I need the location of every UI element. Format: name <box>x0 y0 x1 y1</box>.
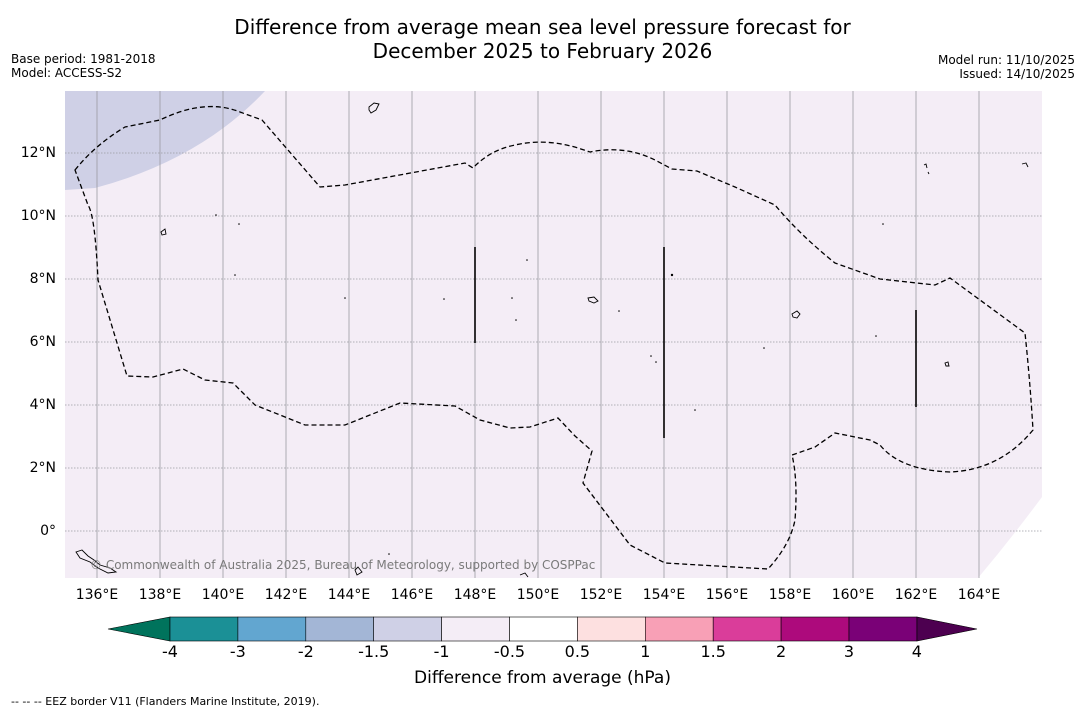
colorbar-segment <box>237 616 307 642</box>
colorbar-segment <box>780 616 850 642</box>
shaded-region-northwest <box>65 91 265 190</box>
island-dot <box>388 553 390 555</box>
island-dot <box>875 335 877 337</box>
lon-label: 142°E <box>264 587 308 603</box>
eez-footnote: -- -- -- EEZ border V11 (Flanders Marine… <box>11 695 320 708</box>
colorbar-tick-label: 2 <box>776 642 787 661</box>
chart-title-line2: December 2025 to February 2026 <box>372 39 713 63</box>
lon-label: 138°E <box>138 587 182 603</box>
colorbar-segment <box>373 616 442 642</box>
lon-label: 148°E <box>453 587 497 603</box>
colorbar-tick-label: 0.5 <box>564 642 591 661</box>
model-run-text: Model run: 11/10/2025 <box>937 53 1075 67</box>
island-chuuk <box>587 296 599 304</box>
colorbar-over-arrow <box>916 616 978 642</box>
island-dot <box>882 223 884 225</box>
lat-label: 6°N <box>29 334 56 350</box>
eez-border <box>74 105 1034 570</box>
island-hermit <box>354 566 363 576</box>
colorbar-label: Difference from average (hPa) <box>414 668 671 688</box>
colorbar-segment <box>848 616 918 642</box>
lat-label: 12°N <box>20 145 56 161</box>
white-region-southeast <box>978 497 1042 578</box>
chart-title-line1: Difference from average mean sea level p… <box>234 15 851 39</box>
island-dot <box>618 310 620 312</box>
colorbar-segment <box>305 616 374 642</box>
model-text: Model: ACCESS-S2 <box>11 66 123 80</box>
island-dots <box>215 214 884 555</box>
colorbar-segment <box>441 616 510 642</box>
island-kosrae <box>944 361 950 367</box>
copyright-text: © Commonwealth of Australia 2025, Bureau… <box>90 558 596 572</box>
colorbar <box>107 616 978 642</box>
island-guam <box>368 102 380 114</box>
island-waigeo <box>75 549 118 574</box>
lon-label: 160°E <box>831 587 875 603</box>
island-marshall-east <box>1021 162 1029 168</box>
island-marshall-north <box>923 163 930 175</box>
lon-label: 152°E <box>579 587 623 603</box>
map-background <box>65 91 1042 578</box>
lat-label: 2°N <box>29 460 56 476</box>
island-dot <box>234 274 236 276</box>
issued-text: Issued: 14/10/2025 <box>959 67 1075 81</box>
colorbar-segment <box>509 616 578 642</box>
island-dot <box>694 409 696 411</box>
island-dot <box>526 259 528 261</box>
colorbar-segment <box>577 616 646 642</box>
island-dot <box>515 319 517 321</box>
lon-label: 162°E <box>894 587 938 603</box>
colorbar-tick-label: -3 <box>229 642 246 661</box>
colorbar-segment <box>644 616 714 642</box>
base-period-text: Base period: 1981-2018 <box>11 52 156 66</box>
colorbar-tick-label: 1.5 <box>700 642 726 661</box>
island-dot <box>511 297 513 299</box>
colorbar-tick-label: 1 <box>640 642 651 661</box>
island-dot <box>670 273 674 277</box>
island-admiralty <box>519 572 529 578</box>
graticule <box>65 91 1042 578</box>
colorbar-segment <box>712 616 782 642</box>
colorbar-tick-label: 3 <box>843 642 855 661</box>
island-yap <box>160 228 167 236</box>
lon-label: 140°E <box>201 587 245 603</box>
island-dot <box>650 355 652 357</box>
lat-label: 4°N <box>29 397 56 413</box>
colorbar-tick-label: 4 <box>911 642 922 661</box>
map-panel <box>65 91 1042 578</box>
colorbar-tick-label: -1 <box>433 642 450 661</box>
lat-label: 0° <box>40 523 56 539</box>
eez-dividers <box>474 247 917 438</box>
island-pohnpei <box>791 310 801 319</box>
colorbar-tick-label: -0.5 <box>493 642 526 661</box>
lon-label: 146°E <box>390 587 434 603</box>
lon-label: 156°E <box>705 587 749 603</box>
lon-label: 136°E <box>75 587 119 603</box>
lat-label: 8°N <box>29 271 56 287</box>
island-dot <box>344 297 346 299</box>
island-dot <box>655 361 657 363</box>
lat-label: 10°N <box>20 208 56 224</box>
colorbar-under-arrow <box>107 616 171 642</box>
island-dot <box>763 347 765 349</box>
lon-label: 158°E <box>768 587 812 603</box>
colorbar-segments <box>169 616 918 642</box>
lon-label: 150°E <box>516 587 560 603</box>
island-dot <box>238 223 240 225</box>
islands <box>75 102 1029 578</box>
colorbar-segment <box>169 616 239 642</box>
lon-label: 164°E <box>957 587 1001 603</box>
island-dot <box>215 214 217 216</box>
island-dot <box>443 298 445 300</box>
lon-label: 144°E <box>327 587 371 603</box>
colorbar-tick-label: -2 <box>297 642 314 661</box>
lon-label: 154°E <box>642 587 686 603</box>
colorbar-tick-label: -1.5 <box>358 642 390 661</box>
colorbar-tick-label: -4 <box>162 642 178 661</box>
